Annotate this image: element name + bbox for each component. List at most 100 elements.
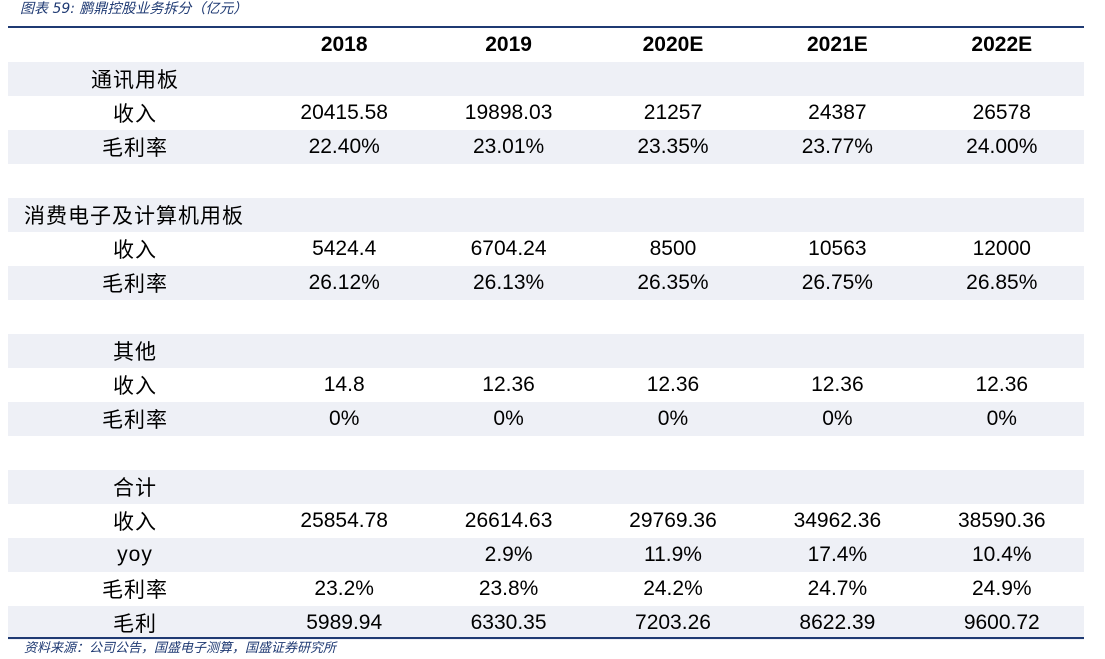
bottom-rule [8, 637, 1084, 639]
value-cell: 14.8 [323, 373, 365, 396]
value-cell: 23.01% [426, 130, 591, 164]
row-label: 毛利率 [8, 402, 262, 436]
value-cell [755, 164, 919, 198]
value-cell [426, 300, 590, 334]
row-label: 收入 [113, 374, 157, 398]
value-cell [919, 198, 1084, 232]
table-row: 收入 14.8 12.36 12.36 12.36 12.36 [8, 368, 1084, 402]
value-cell: 12000 [972, 237, 1031, 260]
value-cell: 24.7% [807, 577, 868, 600]
value-cell [590, 334, 756, 368]
table-row: yoy 2.9% 11.9% 17.4% 10.4% [8, 538, 1084, 572]
section-label: 通讯用板 [8, 62, 262, 96]
header-year: 2021E [807, 33, 868, 56]
value-cell [426, 334, 591, 368]
value-cell [590, 62, 756, 96]
value-cell [755, 470, 920, 504]
row-label: yoy [8, 538, 262, 572]
value-cell [262, 62, 427, 96]
table-body: 通讯用板 收入 20415.58 19898.03 21257 24387 26578 毛利率… [8, 62, 1084, 640]
table-row: 毛利率 23.2% 23.8% 24.2% 24.7% 24.9% [8, 572, 1084, 606]
value-cell: 0% [426, 402, 591, 436]
value-cell: 26.85% [919, 266, 1084, 300]
value-cell: 23.2% [314, 577, 374, 600]
value-cell [755, 334, 920, 368]
row-label: 毛利率 [8, 130, 262, 164]
value-cell [590, 198, 756, 232]
value-cell [262, 538, 427, 572]
value-cell: 2.9% [426, 538, 591, 572]
row-label: 毛利 [8, 606, 262, 640]
value-cell: 23.77% [755, 130, 920, 164]
value-cell: 24387 [808, 101, 867, 124]
value-cell [426, 436, 590, 470]
value-cell [426, 470, 591, 504]
section-row: 消费电子及计算机用板 [8, 198, 1084, 232]
section-row: 通讯用板 [8, 62, 1084, 96]
header-year: 2022E [971, 33, 1033, 56]
value-cell: 26.75% [755, 266, 920, 300]
value-cell: 0% [919, 402, 1084, 436]
value-cell [262, 334, 427, 368]
value-cell [262, 164, 426, 198]
value-cell: 8622.39 [755, 606, 920, 640]
value-cell: 12.36 [646, 373, 700, 396]
value-cell: 24.2% [643, 577, 703, 600]
value-cell: 24.00% [919, 130, 1084, 164]
value-cell [919, 334, 1084, 368]
value-cell: 25854.78 [300, 509, 388, 532]
value-cell: 10563 [808, 237, 867, 260]
value-cell: 10.4% [919, 538, 1084, 572]
table-row: 收入 20415.58 19898.03 21257 24387 26578 [8, 96, 1084, 130]
table-row: 收入 5424.4 6704.24 8500 10563 12000 [8, 232, 1084, 266]
value-cell [590, 470, 756, 504]
value-cell: 12.36 [811, 373, 864, 396]
value-cell [591, 164, 755, 198]
row-label: 收入 [113, 510, 157, 534]
header-year: 2019 [485, 33, 532, 56]
table-row: 毛利率 0% 0% 0% 0% 0% [8, 402, 1084, 436]
row-label [8, 436, 262, 470]
value-cell: 26.13% [426, 266, 591, 300]
value-cell [755, 436, 919, 470]
row-label [8, 164, 262, 198]
source-note: 资料来源：公司公告，国盛电子测算，国盛证券研究所 [24, 641, 337, 656]
value-cell: 29769.36 [629, 509, 717, 532]
table-row: 毛利率 26.12% 26.13% 26.35% 26.75% 26.85% [8, 266, 1084, 300]
top-rule [8, 26, 1084, 28]
value-cell: 19898.03 [464, 101, 553, 124]
spacer-row [8, 164, 1084, 198]
value-cell [591, 300, 755, 334]
figure-caption: 图表 59: 鹏鼎控股业务拆分（亿元） [20, 1, 248, 17]
section-label: 其他 [8, 334, 262, 368]
value-cell: 6704.24 [470, 237, 547, 260]
value-cell: 9600.72 [919, 606, 1084, 640]
value-cell: 7203.26 [590, 606, 756, 640]
value-cell: 26.35% [590, 266, 756, 300]
value-cell: 22.40% [262, 130, 427, 164]
value-cell [426, 164, 590, 198]
value-cell [919, 470, 1084, 504]
header-year: 2018 [320, 33, 368, 56]
row-label: 毛利率 [8, 266, 262, 300]
value-cell: 38590.36 [957, 509, 1046, 532]
value-cell: 24.9% [972, 577, 1032, 600]
value-cell [426, 198, 591, 232]
table-row: 收入 25854.78 26614.63 29769.36 34962.36 38590.… [8, 504, 1084, 538]
row-label: 收入 [113, 238, 157, 262]
row-label: 毛利率 [102, 578, 168, 602]
value-cell [426, 62, 591, 96]
value-cell [591, 436, 755, 470]
header-blank [8, 28, 262, 62]
value-cell [262, 470, 427, 504]
value-cell: 5424.4 [312, 237, 377, 260]
row-label: 收入 [113, 102, 157, 126]
section-row: 其他 [8, 334, 1084, 368]
value-cell [262, 300, 426, 334]
value-cell [755, 300, 919, 334]
value-cell [920, 300, 1084, 334]
section-label: 合计 [8, 470, 262, 504]
section-label: 消费电子及计算机用板 [8, 198, 262, 232]
value-cell: 0% [262, 402, 427, 436]
table-row: 毛利率 22.40% 23.01% 23.35% 23.77% 24.00% [8, 130, 1084, 164]
